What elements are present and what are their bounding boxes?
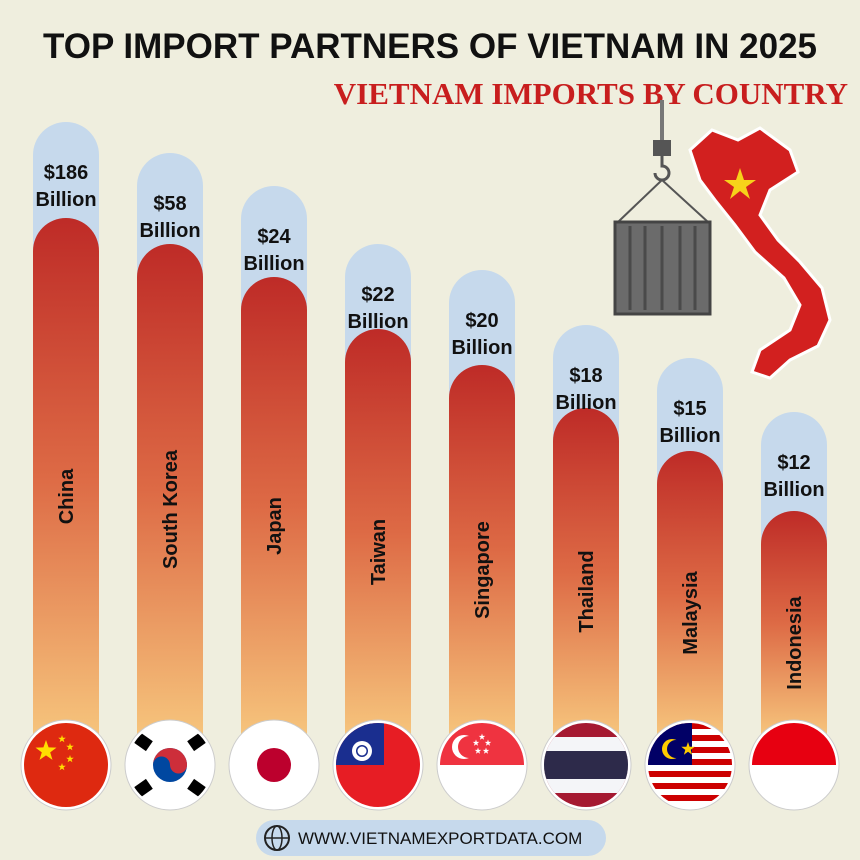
value-unit: Billion [35, 189, 96, 211]
country-label: Malaysia [680, 570, 702, 654]
value-label: $20 [465, 310, 498, 332]
title: TOP IMPORT PARTNERS OF VIETNAM IN 2025 [43, 27, 817, 66]
value-unit: Billion [347, 311, 408, 333]
container-icon [613, 100, 712, 316]
value-label: $186 [44, 162, 89, 184]
country-label: Indonesia [784, 595, 806, 689]
flag [128, 723, 212, 807]
subtitle: VIETNAM IMPORTS BY COUNTRY [334, 76, 848, 111]
flag [648, 723, 732, 807]
flag [752, 723, 836, 807]
bar [33, 218, 99, 735]
flag [336, 723, 420, 807]
value-unit: Billion [451, 337, 512, 359]
value-label: $22 [361, 284, 394, 306]
flag [544, 723, 628, 807]
value-unit: Billion [139, 220, 200, 242]
footer: WWW.VIETNAMEXPORTDATA.COM [256, 820, 606, 856]
footer-url: WWW.VIETNAMEXPORTDATA.COM [298, 829, 582, 848]
bar [137, 244, 203, 735]
country-label: South Korea [160, 449, 182, 569]
value-unit: Billion [555, 392, 616, 414]
bar [345, 329, 411, 735]
bar [241, 277, 307, 735]
value-label: $24 [257, 226, 291, 248]
flag [24, 723, 108, 807]
country-label: Singapore [472, 521, 494, 619]
country-label: Japan [264, 497, 286, 555]
country-label: Thailand [576, 550, 598, 632]
flag [440, 723, 524, 807]
value-unit: Billion [763, 479, 824, 501]
country-label: Taiwan [368, 519, 390, 585]
value-unit: Billion [659, 425, 720, 447]
flag [232, 723, 316, 807]
value-label: $58 [153, 193, 186, 215]
bar [449, 365, 515, 735]
value-label: $18 [569, 365, 602, 387]
bar [553, 408, 619, 735]
value-label: $12 [777, 452, 810, 474]
vietnam-map [688, 126, 832, 380]
country-label: China [56, 468, 78, 524]
value-label: $15 [673, 398, 706, 420]
bar [761, 511, 827, 735]
value-unit: Billion [243, 253, 304, 275]
bar [657, 451, 723, 735]
